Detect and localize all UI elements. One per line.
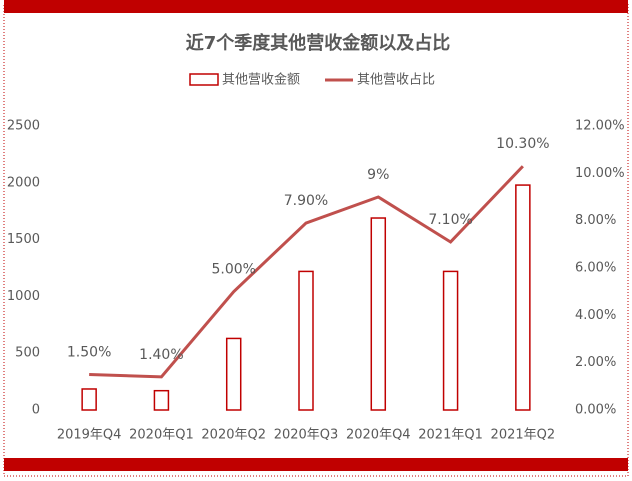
- data-label: 5.00%: [211, 262, 255, 278]
- legend-label: 其他营收占比: [357, 73, 435, 88]
- x-tick-label: 2021年Q2: [491, 428, 556, 443]
- x-tick-label: 2020年Q4: [346, 428, 411, 443]
- bar: [153, 389, 170, 411]
- data-label: 7.90%: [284, 193, 328, 209]
- bar: [442, 270, 459, 411]
- line: [89, 165, 524, 379]
- y2-tick-label: 10.00%: [575, 166, 625, 181]
- bar: [298, 270, 314, 411]
- x-tick-label: 2020年Q1: [129, 428, 194, 443]
- data-label: 1.50%: [67, 345, 111, 361]
- x-tick-label: 2021年Q1: [418, 428, 483, 443]
- data-label: 1.40%: [139, 347, 183, 363]
- y-tick-label: 0: [32, 403, 40, 418]
- y2-tick-label: 0.00%: [575, 403, 616, 418]
- y-tick-label: 2000: [7, 175, 40, 190]
- y2-tick-label: 12.00%: [575, 119, 625, 134]
- data-label: 9%: [367, 167, 389, 183]
- y2-tick-label: 4.00%: [575, 308, 616, 323]
- y2-tick-label: 6.00%: [575, 261, 616, 276]
- data-label: 10.30%: [496, 136, 549, 152]
- bar: [81, 388, 97, 411]
- y-tick-label: 1000: [7, 289, 40, 304]
- bar: [225, 337, 242, 411]
- x-tick-label: 2019年Q4: [57, 428, 122, 443]
- y2-tick-label: 8.00%: [575, 213, 616, 228]
- y-tick-label: 500: [15, 346, 40, 361]
- y2-tick-label: 2.00%: [575, 355, 616, 370]
- bar: [515, 184, 531, 411]
- bottom-band: [4, 458, 628, 471]
- top-band: [4, 0, 628, 13]
- x-tick-label: 2020年Q2: [201, 428, 266, 443]
- x-tick-label: 2020年Q3: [274, 428, 339, 443]
- legend-label: 其他营收金额: [222, 72, 300, 88]
- y-tick-label: 2500: [7, 119, 40, 134]
- bar: [370, 217, 387, 411]
- chart-title: 近7个季度其他营收金额以及占比: [186, 32, 451, 54]
- data-label: 7.10%: [428, 212, 472, 228]
- legend-swatch: [189, 73, 219, 86]
- y-tick-label: 1500: [7, 232, 40, 247]
